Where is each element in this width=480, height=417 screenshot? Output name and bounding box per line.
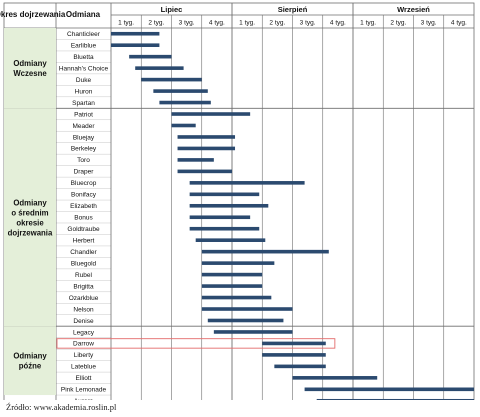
variety-label: Bonus — [74, 215, 93, 222]
variety-label: Elizabeth — [70, 203, 97, 210]
variety-label: Herbert — [73, 237, 95, 244]
month-label: Sierpień — [278, 5, 308, 14]
ripening-bar — [171, 112, 251, 116]
variety-label: Chandler — [70, 249, 97, 256]
ripening-bar — [153, 89, 208, 93]
week-label: 4 tyg. — [209, 20, 225, 27]
variety-label: Ozarkblue — [69, 295, 99, 302]
maturity-chart: Odmiany Wczesne Odmiany o średnim okresie doj… — [0, 2, 475, 400]
variety-label: Earliblue — [71, 43, 97, 50]
ripening-bar — [262, 341, 326, 346]
highlight-rect — [56, 338, 336, 349]
ripening-bar — [201, 284, 263, 288]
week-label: 4 tyg. — [330, 20, 346, 27]
group-band — [4, 28, 56, 109]
variety-label: Lateblue — [71, 364, 96, 371]
ripening-bar — [135, 66, 184, 70]
ripening-bar — [111, 31, 160, 36]
variety-label: Berkeley — [71, 146, 97, 153]
variety-label: Bluetta — [73, 54, 94, 61]
variety-label: Legacy — [73, 329, 95, 336]
week-label: 3 tyg. — [421, 20, 437, 27]
ripening-bar — [201, 307, 293, 311]
highlight-box — [56, 338, 336, 349]
variety-label: Bonifacy — [71, 192, 97, 199]
week-label: 1 tyg. — [118, 20, 134, 27]
variety-label: Darrow — [73, 341, 94, 348]
week-label: 2 tyg. — [269, 20, 285, 27]
variety-label: Liberty — [74, 352, 94, 359]
ripening-bar — [177, 146, 236, 151]
ripening-bar — [262, 353, 326, 357]
ripening-bar — [141, 77, 202, 82]
variety-label: Bluecrop — [71, 180, 97, 187]
ripening-bar — [111, 43, 160, 48]
ripening-bar — [189, 181, 305, 185]
ripening-bar — [213, 330, 293, 334]
week-label: 4 tyg. — [451, 20, 467, 27]
ripening-bar — [189, 215, 251, 220]
ripening-bar — [201, 295, 272, 300]
ripening-bar — [274, 364, 326, 369]
variety-label: Huron — [75, 88, 93, 95]
variety-label: Aurora — [74, 398, 94, 400]
variety-labels: Chanticleer Earliblue Bluetta Hannah's Choi… — [59, 31, 109, 400]
variety-label: Goldtraube — [67, 226, 100, 233]
variety-label: Brigitta — [73, 283, 94, 290]
month-label: Wrzesień — [397, 5, 430, 14]
variety-label: Hannah's Choice — [59, 65, 109, 72]
ripening-bar — [201, 249, 329, 254]
week-label: 2 tyg. — [148, 20, 164, 27]
month-headers: Lipiec Sierpień Wrzesień — [161, 5, 431, 14]
ripening-bar — [177, 158, 214, 162]
month-label: Lipiec — [161, 5, 183, 14]
variety-label: Spartan — [72, 100, 95, 107]
variety-label: Bluegold — [71, 260, 97, 267]
group-band — [4, 326, 56, 396]
period-groups: Odmiany Wczesne Odmiany o średnim okresie doj… — [4, 28, 56, 396]
week-headers: 1 tyg. 2 tyg. 3 tyg. 4 tyg. 1 tyg. 2 tyg. 3 ty… — [118, 20, 467, 27]
ripening-bar — [195, 238, 266, 242]
ripening-bar — [189, 203, 269, 208]
variety-label: Bluejay — [73, 134, 95, 141]
ripening-bar — [159, 100, 211, 105]
week-label: 3 tyg. — [179, 20, 195, 27]
ripening-bar — [177, 135, 236, 139]
ripening-bar — [171, 123, 196, 128]
variety-column-header: Odmiana — [66, 10, 101, 19]
period-column-header: Okres dojrzewania — [0, 10, 66, 19]
ripening-bar — [129, 54, 172, 59]
ripening-bar — [292, 376, 378, 380]
week-label: 2 tyg. — [390, 20, 406, 27]
week-label: 1 tyg. — [239, 20, 255, 27]
ripening-bar — [189, 226, 260, 231]
group-label: Odmiany Wczesne — [13, 59, 47, 78]
variety-label: Chanticleer — [67, 31, 101, 38]
variety-label: Draper — [74, 169, 95, 176]
variety-label: Patriot — [74, 111, 93, 118]
group-label: Odmiany późne — [13, 352, 47, 371]
variety-label: Nelson — [73, 306, 94, 313]
variety-label: Pink Lemonade — [61, 387, 107, 394]
ripening-bar — [189, 192, 260, 197]
ripening-bar — [304, 387, 474, 392]
ripening-bar — [201, 272, 263, 277]
week-label: 3 tyg. — [300, 20, 316, 27]
week-label: 1 tyg. — [360, 20, 376, 27]
ripening-bar — [201, 261, 275, 265]
ripening-bars — [111, 31, 474, 400]
variety-label: Denise — [73, 318, 94, 325]
variety-label: Duke — [76, 77, 92, 84]
ripening-bar — [207, 318, 284, 323]
variety-label: Toro — [77, 157, 90, 164]
variety-label: Elliott — [76, 375, 92, 382]
group-band — [4, 108, 56, 327]
group-label: Odmiany o średnim okresie dojrzewania — [8, 198, 53, 237]
ripening-bar — [316, 398, 474, 400]
variety-label: Rubel — [75, 272, 93, 279]
source-note: Źródło: www.akademia.roslin.pl — [6, 402, 117, 412]
ripening-bar — [177, 169, 232, 174]
variety-label: Meader — [72, 123, 95, 130]
